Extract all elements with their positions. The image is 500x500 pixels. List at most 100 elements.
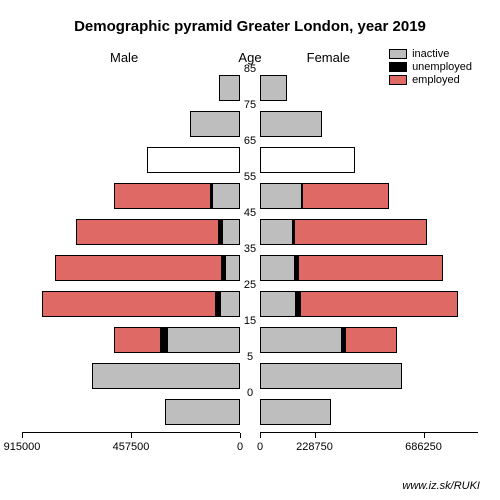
- segment-employed: [56, 256, 221, 280]
- segment-inactive: [261, 112, 321, 136]
- left-half: [22, 394, 240, 430]
- legend-item-inactive: inactive: [389, 48, 472, 60]
- legend-label: inactive: [412, 48, 449, 60]
- bar-right: [260, 111, 322, 137]
- segment-inactive: [223, 220, 239, 244]
- bar-left: [114, 183, 240, 209]
- chart-title: Demographic pyramid Greater London, year…: [0, 18, 500, 35]
- bar-right: [260, 399, 331, 425]
- right-half: [260, 142, 478, 178]
- bar-left: [165, 399, 240, 425]
- source-credit: www.iz.sk/RUKI: [402, 480, 480, 492]
- bar-right: [260, 255, 443, 281]
- segment-inactive: [261, 76, 286, 100]
- segment-inactive: [261, 328, 341, 352]
- left-half: [22, 358, 240, 394]
- bar-right: [260, 147, 355, 173]
- segment-employed: [303, 184, 387, 208]
- axis-tick-label: 228750: [296, 441, 333, 453]
- pyramid-row: 0: [22, 394, 478, 430]
- legend-swatch-inactive: [389, 49, 407, 59]
- age-label: 55: [244, 171, 256, 183]
- right-half: [260, 214, 478, 250]
- segment-inactive: [93, 364, 239, 388]
- pyramid-rows: 857565554535251550: [22, 70, 478, 430]
- age-label: 85: [244, 63, 256, 75]
- female-header: Female: [307, 50, 350, 65]
- segment-inactive: [220, 76, 239, 100]
- left-half: [22, 250, 240, 286]
- age-label: 15: [244, 315, 256, 327]
- plot-area: 857565554535251550: [22, 70, 478, 430]
- bar-left: [55, 255, 240, 281]
- segment-inactive: [226, 256, 239, 280]
- left-half: [22, 178, 240, 214]
- bar-right: [260, 219, 427, 245]
- right-half: [260, 250, 478, 286]
- pyramid-chart: Demographic pyramid Greater London, year…: [0, 0, 500, 500]
- left-half: [22, 322, 240, 358]
- axis-tick: [240, 433, 241, 438]
- axis-tick-label: 457500: [113, 441, 150, 453]
- segment-inactive: [261, 220, 292, 244]
- bar-right: [260, 363, 402, 389]
- axis-tick: [260, 433, 261, 438]
- age-label: 65: [244, 135, 256, 147]
- right-half: [260, 394, 478, 430]
- axis-tick: [315, 433, 316, 438]
- segment-employed: [43, 292, 215, 316]
- left-half: [22, 214, 240, 250]
- bar-right: [260, 183, 389, 209]
- segment-employed: [301, 292, 457, 316]
- segment-inactive: [261, 364, 401, 388]
- bar-right: [260, 291, 458, 317]
- segment-inactive: [261, 400, 330, 424]
- age-label: 5: [247, 351, 253, 363]
- left-half: [22, 286, 240, 322]
- segment-employed: [346, 328, 396, 352]
- segment-inactive: [261, 292, 295, 316]
- left-half: [22, 142, 240, 178]
- bar-left: [114, 327, 240, 353]
- segment-inactive: [213, 184, 239, 208]
- bar-left: [42, 291, 240, 317]
- age-label: 25: [244, 279, 256, 291]
- segment-unemployed: [160, 328, 167, 352]
- male-header: Male: [110, 50, 138, 65]
- segment-employed: [295, 220, 426, 244]
- axis-tick: [131, 433, 132, 438]
- bar-right: [260, 327, 397, 353]
- segment-employed: [115, 328, 161, 352]
- right-half: [260, 322, 478, 358]
- age-label: 0: [247, 387, 253, 399]
- segment-employed: [115, 184, 210, 208]
- left-half: [22, 106, 240, 142]
- segment-inactive: [166, 400, 239, 424]
- right-half: [260, 358, 478, 394]
- axis-tick: [424, 433, 425, 438]
- age-label: 45: [244, 207, 256, 219]
- axis-tick-label: 0: [257, 441, 263, 453]
- segment-unemployed: [215, 292, 222, 316]
- right-half: [260, 286, 478, 322]
- segment-inactive: [168, 328, 240, 352]
- bar-left: [92, 363, 240, 389]
- segment-inactive: [261, 256, 294, 280]
- bar-left: [76, 219, 240, 245]
- right-half: [260, 106, 478, 142]
- age-label: 75: [244, 99, 256, 111]
- left-half: [22, 70, 240, 106]
- axis-tick-label: 915000: [4, 441, 41, 453]
- x-axis: 9150004575000 0228750686250: [22, 432, 478, 460]
- right-half: [260, 70, 478, 106]
- bar-left: [147, 147, 240, 173]
- bar-left: [190, 111, 240, 137]
- right-half: [260, 178, 478, 214]
- axis-tick: [22, 433, 23, 438]
- segment-employed: [299, 256, 443, 280]
- x-axis-male: 9150004575000: [22, 432, 240, 460]
- axis-tick-label: 686250: [405, 441, 442, 453]
- age-label: 35: [244, 243, 256, 255]
- axis-tick-label: 0: [237, 441, 243, 453]
- segment-inactive: [191, 112, 239, 136]
